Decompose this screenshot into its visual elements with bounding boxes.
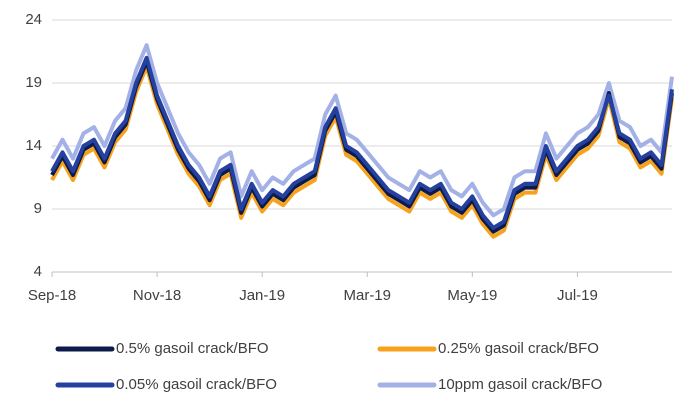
legend-label: 0.25% gasoil crack/BFO	[438, 340, 599, 357]
series-line	[50, 64, 674, 239]
legend-label: 0.05% gasoil crack/BFO	[116, 376, 277, 393]
series-line	[50, 43, 674, 218]
legend-label: 0.5% gasoil crack/BFO	[116, 340, 269, 357]
y-tick-label: 9	[34, 200, 42, 217]
series-line	[50, 55, 674, 230]
y-tick-label: 19	[25, 74, 42, 91]
y-tick-label: 14	[25, 137, 42, 154]
x-tick-label: Jan-19	[239, 287, 285, 304]
y-tick-label: 24	[25, 11, 42, 28]
x-tick-label: May-19	[447, 287, 497, 304]
y-tick-label: 4	[34, 263, 42, 280]
legend-label: 10ppm gasoil crack/BFO	[438, 376, 602, 393]
x-tick-label: Jul-19	[557, 287, 598, 304]
x-tick-label: Mar-19	[343, 287, 391, 304]
x-tick-label: Sep-18	[28, 287, 76, 304]
x-tick-label: Nov-18	[133, 287, 181, 304]
